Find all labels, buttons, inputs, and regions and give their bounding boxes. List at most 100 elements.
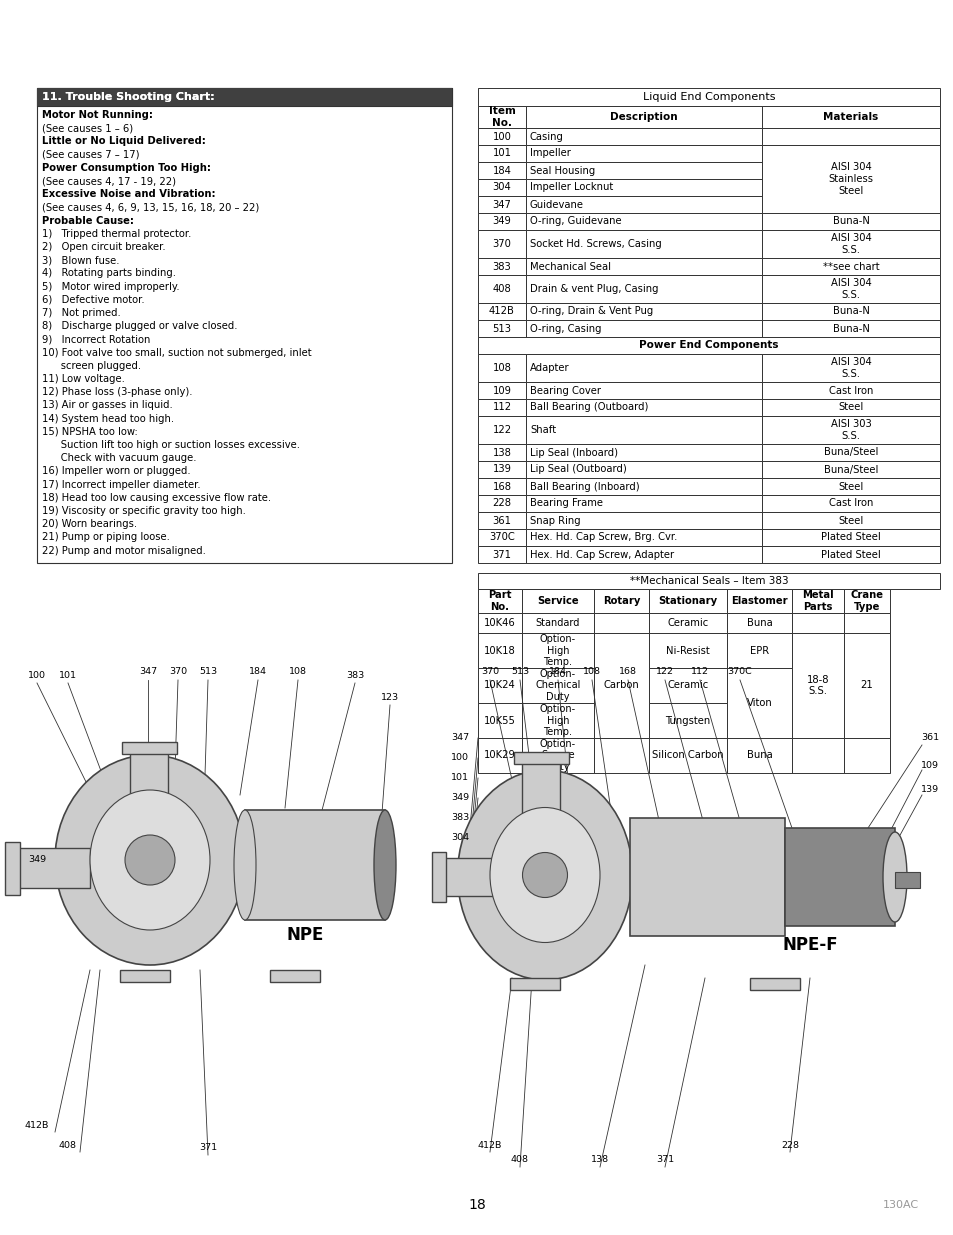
Text: 10K29: 10K29 (483, 751, 516, 761)
Text: Steel: Steel (838, 515, 862, 526)
Text: Standard: Standard (536, 618, 579, 629)
Text: Option-
Chemical
Duty: Option- Chemical Duty (535, 669, 580, 703)
Text: Socket Hd. Screws, Casing: Socket Hd. Screws, Casing (530, 240, 661, 249)
Bar (521, 668, 594, 703)
Text: 10K18: 10K18 (483, 646, 516, 656)
Text: 184: 184 (548, 667, 566, 677)
Text: 21: 21 (860, 680, 872, 690)
Text: AISI 304
Stainless
Steel: AISI 304 Stainless Steel (827, 162, 873, 195)
Bar (525, 461, 761, 478)
Ellipse shape (125, 835, 174, 885)
Text: Option-
Severe
Duty: Option- Severe Duty (539, 739, 576, 772)
Text: Drain & vent Plug, Casing: Drain & vent Plug, Casing (530, 284, 658, 294)
Bar (648, 668, 726, 703)
Bar (37, 88, 452, 106)
Text: AISI 304
S.S.: AISI 304 S.S. (830, 233, 870, 254)
Text: Bearing Cover: Bearing Cover (530, 385, 600, 395)
Text: 361: 361 (920, 734, 938, 742)
Text: 513: 513 (492, 324, 511, 333)
Text: 370: 370 (169, 667, 187, 677)
Bar (629, 818, 784, 936)
Text: 6)   Defective motor.: 6) Defective motor. (42, 295, 145, 305)
Bar (761, 382, 939, 399)
Text: 5)   Motor wired improperly.: 5) Motor wired improperly. (42, 282, 179, 291)
Bar (791, 634, 843, 739)
Text: Excessive Noise and Vibration:: Excessive Noise and Vibration: (42, 189, 215, 199)
Bar (761, 106, 939, 128)
Bar (525, 162, 761, 179)
Text: 408: 408 (59, 1140, 77, 1150)
Text: Shaft: Shaft (530, 425, 556, 435)
Bar (477, 337, 939, 354)
Text: 513: 513 (199, 667, 217, 677)
Bar (761, 546, 939, 563)
Text: 184: 184 (492, 165, 511, 175)
Bar (525, 399, 761, 416)
Bar (761, 399, 939, 416)
Text: Ball Bearing (Inboard): Ball Bearing (Inboard) (530, 482, 639, 492)
Bar (477, 478, 525, 495)
Bar (37, 88, 452, 563)
Bar (761, 529, 939, 546)
Bar (15, 848, 90, 888)
Bar (477, 258, 525, 275)
Text: 349: 349 (28, 856, 46, 864)
Text: Bearing Frame: Bearing Frame (530, 499, 602, 509)
Text: Description: Description (610, 112, 677, 122)
Bar (749, 978, 800, 990)
Text: 112: 112 (492, 403, 511, 412)
Bar (726, 739, 791, 773)
Bar (477, 513, 525, 529)
Bar (791, 739, 843, 773)
Bar (477, 382, 525, 399)
Text: Buna: Buna (746, 751, 772, 761)
Bar (477, 546, 525, 563)
Bar (521, 739, 594, 773)
Bar (521, 703, 594, 739)
Bar (525, 128, 761, 144)
Bar (525, 275, 761, 303)
Bar (525, 258, 761, 275)
Text: Viton: Viton (746, 698, 772, 708)
Text: 513: 513 (511, 667, 529, 677)
Text: 168: 168 (492, 482, 511, 492)
Bar (594, 589, 648, 613)
Bar (791, 589, 843, 613)
Bar (477, 179, 525, 196)
Text: 10) Foot valve too small, suction not submerged, inlet: 10) Foot valve too small, suction not su… (42, 347, 312, 358)
Text: 22) Pump and motor misaligned.: 22) Pump and motor misaligned. (42, 546, 206, 556)
Text: Probable Cause:: Probable Cause: (42, 216, 133, 226)
Text: 108: 108 (582, 667, 600, 677)
Bar (525, 382, 761, 399)
Text: EPR: EPR (749, 646, 768, 656)
Bar (726, 589, 791, 613)
Text: 10K24: 10K24 (483, 680, 516, 690)
Text: 122: 122 (492, 425, 511, 435)
Bar (843, 613, 889, 634)
Text: Hex. Hd. Cap Screw, Adapter: Hex. Hd. Cap Screw, Adapter (530, 550, 674, 559)
Bar (5, 842, 20, 895)
Bar (761, 258, 939, 275)
Bar (477, 399, 525, 416)
Bar (130, 750, 168, 815)
Text: Plated Steel: Plated Steel (821, 532, 880, 542)
Bar (761, 212, 939, 230)
Bar (477, 303, 525, 320)
Text: 361: 361 (492, 515, 511, 526)
Bar (477, 739, 521, 773)
Text: **see chart: **see chart (821, 262, 879, 272)
Bar (761, 445, 939, 461)
Text: 408: 408 (492, 284, 511, 294)
Text: 15) NPSHA too low:: 15) NPSHA too low: (42, 427, 137, 437)
Bar (726, 613, 791, 634)
Text: 139: 139 (920, 785, 938, 794)
Bar (477, 230, 525, 258)
Text: 349: 349 (451, 794, 469, 803)
Text: Plated Steel: Plated Steel (821, 550, 880, 559)
Text: 2)   Open circuit breaker.: 2) Open circuit breaker. (42, 242, 166, 252)
Text: (See causes 4, 17 - 19, 22): (See causes 4, 17 - 19, 22) (42, 177, 175, 186)
Text: Hex. Hd. Cap Screw, Brg. Cvr.: Hex. Hd. Cap Screw, Brg. Cvr. (530, 532, 677, 542)
Bar (37, 88, 452, 106)
Text: O-ring, Drain & Vent Pug: O-ring, Drain & Vent Pug (530, 306, 653, 316)
Bar (510, 978, 559, 990)
